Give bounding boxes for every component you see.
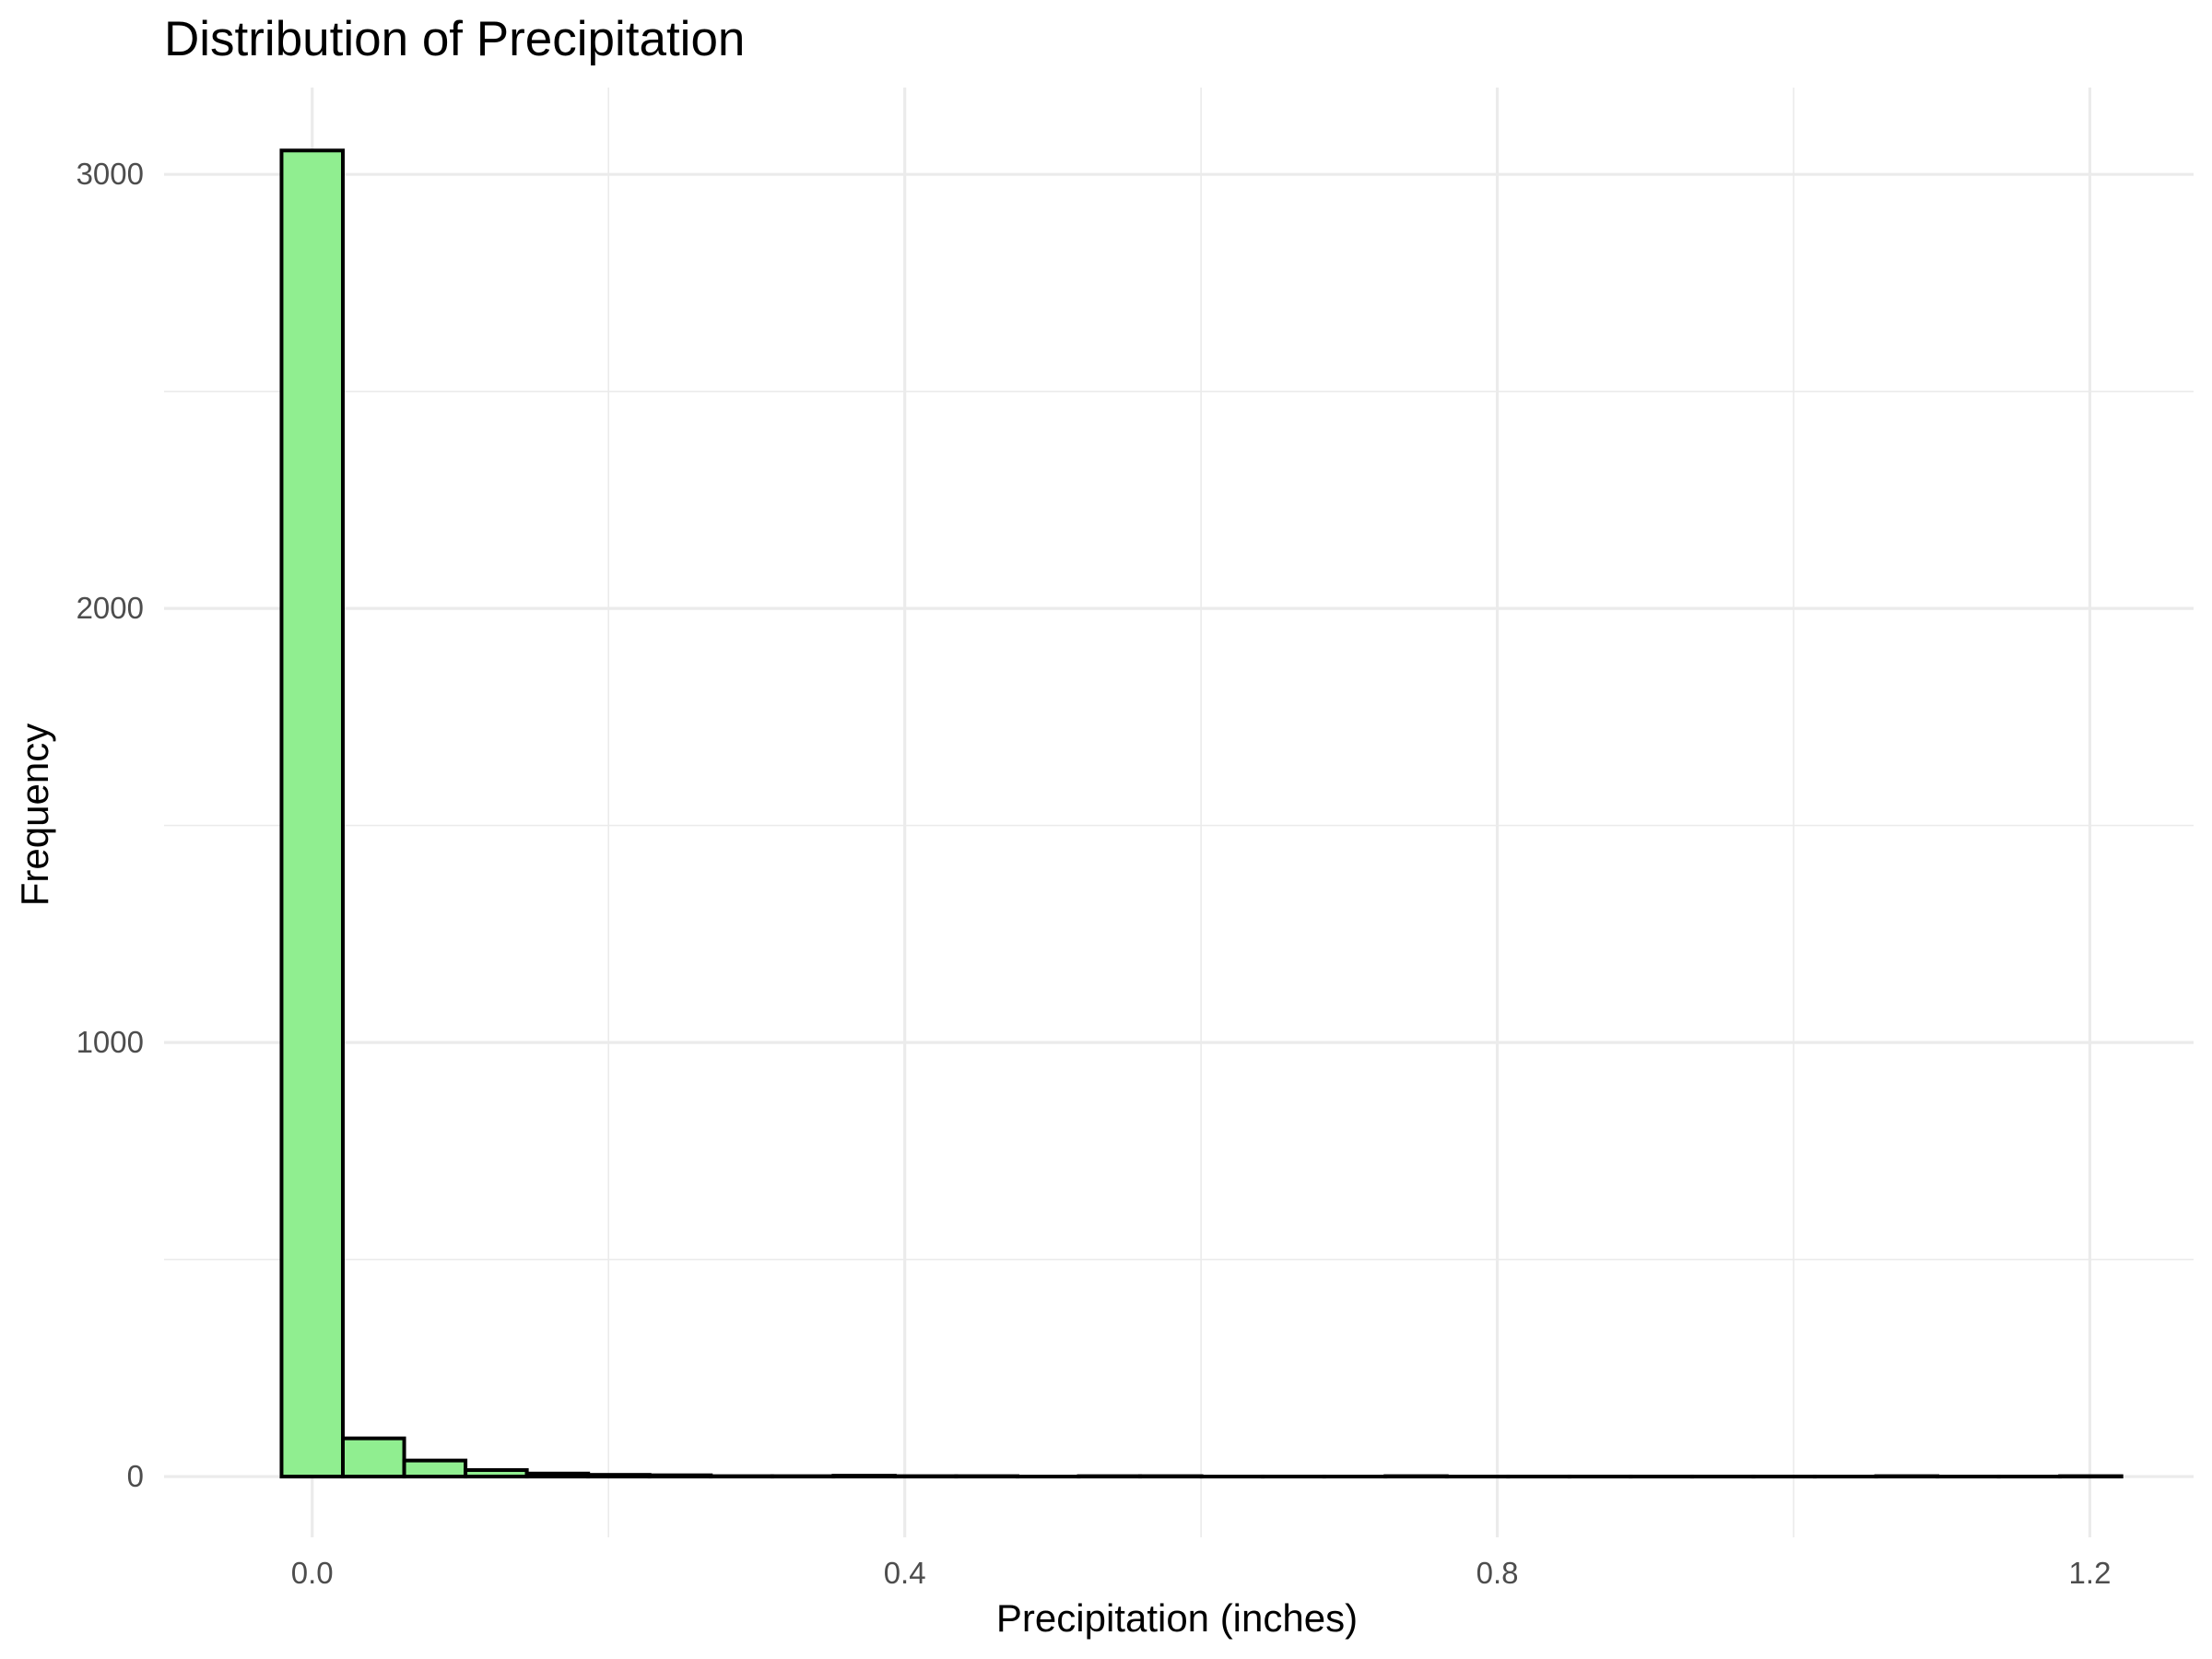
x-tick-label: 0.8 — [1477, 1556, 1519, 1590]
histogram-bar — [831, 1474, 897, 1479]
histogram-bar — [279, 148, 346, 1479]
minor-gridlines — [164, 88, 2194, 1537]
histogram-bar — [464, 1468, 529, 1479]
major-gridlines — [164, 88, 2194, 1537]
histogram-bar — [586, 1473, 652, 1479]
chart-title: Distribution of Precipitation — [164, 12, 745, 66]
histogram-bar — [647, 1473, 713, 1479]
x-axis-tick-labels: 0.0 0.4 0.8 1.2 — [291, 1556, 2112, 1590]
histogram-bar — [524, 1471, 591, 1479]
x-tick-label: 0.0 — [291, 1556, 334, 1590]
y-tick-label: 3000 — [76, 157, 144, 191]
y-tick-label: 1000 — [76, 1025, 144, 1059]
y-tick-label: 2000 — [76, 591, 144, 625]
y-axis-tick-labels: 0 1000 2000 3000 — [76, 157, 144, 1493]
x-tick-label: 0.4 — [884, 1556, 926, 1590]
x-axis-title: Precipitation (inches) — [996, 1596, 1358, 1640]
histogram-bars — [279, 148, 2124, 1479]
histogram-bar — [402, 1458, 468, 1479]
y-axis-title: Frequency — [13, 724, 56, 906]
y-tick-label: 0 — [127, 1459, 144, 1493]
histogram-bar — [341, 1436, 406, 1479]
x-tick-label: 1.2 — [2069, 1556, 2112, 1590]
